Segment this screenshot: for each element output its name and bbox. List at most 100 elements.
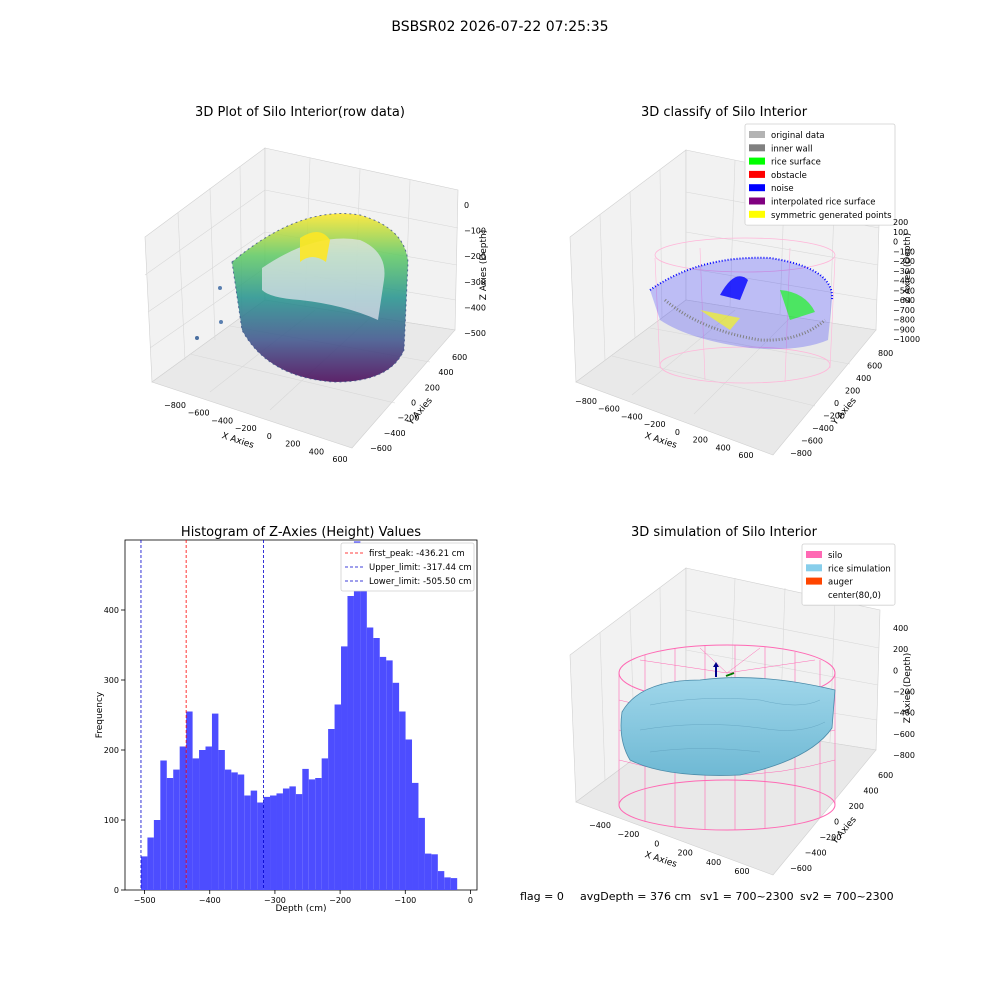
histogram-bar (205, 746, 212, 890)
legend-box (744, 123, 896, 226)
z-tick-label: −400 (893, 277, 915, 286)
raw-y-label: Y Axies (406, 396, 435, 428)
legend-label: auger (828, 578, 853, 588)
y-tick-label: 200 (104, 746, 119, 755)
histogram-bar (250, 790, 258, 890)
x-tick-label: 600 (738, 451, 753, 460)
y-tick-label: −400 (812, 424, 834, 433)
histogram-bar (308, 779, 316, 890)
histogram-x-ticks: −500 −400 −300 −200 −100 0 (134, 890, 473, 905)
x-tick-label: −800 (575, 397, 597, 406)
x-tick-label: 0 (675, 428, 680, 437)
x-tick-label: −600 (598, 405, 620, 414)
histogram-bar (231, 772, 238, 890)
histogram-y-label: Frequency (95, 691, 105, 738)
legend-swatch (749, 144, 765, 152)
z-tick-label: 400 (893, 624, 908, 633)
y-tick-label: 0 (411, 399, 416, 408)
simulation-plot-title: 3D simulation of Silo Interior (631, 525, 818, 540)
x-tick-label: 600 (332, 455, 347, 464)
histogram-bar (179, 746, 187, 890)
z-tick-label: −200 (464, 252, 486, 261)
classify-gridlines (599, 159, 880, 415)
raw-x-ticks: −800−600−400−200 0 200 400 600 (164, 401, 348, 464)
x-tick-label: 400 (716, 443, 731, 452)
histogram-bar (199, 750, 206, 890)
histogram-bar (218, 750, 225, 890)
histogram-bar (341, 646, 348, 890)
histogram-bar (437, 871, 445, 890)
legend-swatch (749, 184, 765, 192)
z-tick-label: −300 (893, 267, 915, 276)
simulation-legend: silo rice simulation auger center(80,0) (801, 543, 896, 606)
histogram-bar (418, 817, 425, 890)
z-tick-label: −200 (893, 257, 915, 266)
classify-x-ticks: −800−600−400−200 0 200 400 600 (575, 397, 754, 460)
histogram-bar (211, 713, 219, 890)
histogram-bar (224, 769, 232, 890)
flag-text: flag = 0 (520, 890, 564, 903)
classify-floor-pane (575, 299, 877, 456)
y-tick-label: −200 (823, 412, 845, 421)
z-tick-label: −1000 (893, 335, 920, 344)
y-tick-label: 0 (834, 399, 839, 408)
center-marker (725, 672, 735, 677)
auger-arrow (713, 662, 719, 667)
histogram-bar (321, 758, 329, 890)
legend-label: obstacle (771, 171, 807, 181)
legend-swatch (749, 131, 765, 138)
legend-swatch (749, 170, 765, 178)
classify-z-label: Z Axies (Depth) (903, 233, 913, 304)
x-tick-label: −200 (329, 896, 351, 905)
legend-box (801, 543, 896, 606)
legend-swatch (806, 551, 822, 558)
z-tick-label: 200 (893, 218, 908, 227)
histogram-bar (379, 656, 387, 890)
legend-label: symmetric generated points (771, 211, 892, 221)
histogram-bar (399, 711, 406, 890)
histogram-bar (334, 704, 342, 890)
raw-y-ticks: 600 400 200 0 −200 −400 −600 (370, 353, 467, 453)
y-tick-label: −200 (819, 833, 841, 842)
histogram-bar (257, 802, 264, 890)
x-tick-label: 400 (309, 447, 324, 456)
z-tick-label: 0 (893, 238, 898, 247)
y-tick-label: 600 (452, 353, 467, 362)
histogram-bars (140, 541, 458, 890)
legend-swatch (806, 577, 822, 585)
simulation-plot: 3D simulation of Silo Interior silo rice … (569, 525, 915, 876)
legend-swatch (749, 210, 765, 218)
legend-label: Lower_limit: -505.50 cm (369, 577, 471, 587)
z-tick-label: −600 (893, 730, 915, 739)
histogram-x-label: Depth (cm) (275, 904, 326, 914)
histogram-bar (237, 774, 245, 890)
z-tick-label: −200 (893, 688, 915, 697)
histogram-threshold-lines (140, 540, 264, 890)
raw-z-label: Z Axies (Depth) (479, 230, 489, 301)
histogram-bar (270, 795, 277, 890)
simulation-z-label: Z Axies (Depth) (903, 653, 913, 724)
x-tick-label: −200 (235, 424, 257, 433)
x-tick-label: −300 (264, 896, 286, 905)
histogram-bar (140, 856, 148, 890)
x-tick-label: −400 (199, 896, 221, 905)
x-tick-label: −600 (188, 409, 210, 418)
z-tick-label: 0 (464, 201, 469, 210)
x-tick-label: 0 (267, 432, 272, 441)
legend-swatch (749, 197, 765, 205)
histogram-bar (289, 786, 296, 890)
y-tick-label: 0 (114, 886, 119, 895)
y-tick-label: −600 (790, 864, 812, 873)
histogram-bar (373, 638, 380, 890)
x-tick-label: −400 (211, 416, 233, 425)
classify-point-cloud (649, 237, 836, 384)
legend-label: Upper_limit: -317.44 cm (369, 563, 472, 573)
legend-label: center(80,0) (828, 591, 881, 601)
classify-legend: original data inner wall rice surface obsta… (744, 123, 896, 226)
x-tick-label: −100 (394, 896, 416, 905)
y-tick-label: 0 (834, 818, 839, 827)
z-tick-label: −800 (893, 751, 915, 760)
histogram-bar (353, 541, 361, 890)
